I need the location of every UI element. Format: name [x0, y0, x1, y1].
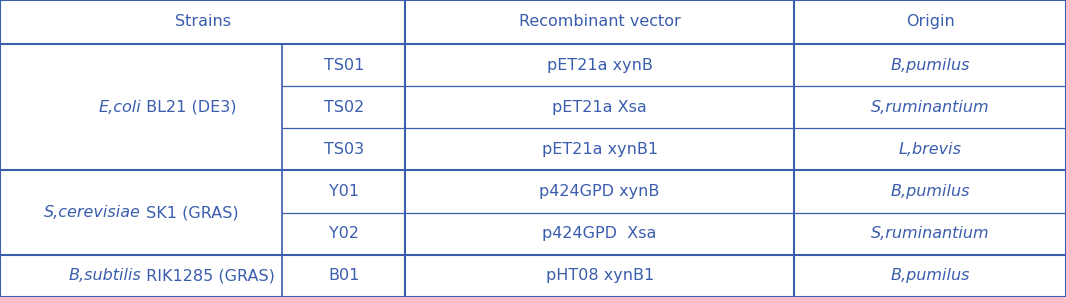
Text: B,subtilis: B,subtilis — [68, 268, 141, 283]
Text: B,pumilus: B,pumilus — [890, 58, 970, 72]
Text: Strains: Strains — [175, 15, 230, 29]
Text: p424GPD  Xsa: p424GPD Xsa — [543, 226, 657, 241]
Text: L,brevis: L,brevis — [899, 142, 962, 157]
Text: S,cerevisiae: S,cerevisiae — [45, 205, 141, 220]
Text: p424GPD xynB: p424GPD xynB — [539, 184, 660, 199]
Text: Recombinant vector: Recombinant vector — [519, 15, 680, 29]
Text: S,ruminantium: S,ruminantium — [871, 226, 989, 241]
Text: TS02: TS02 — [324, 100, 364, 115]
Text: Y02: Y02 — [328, 226, 359, 241]
Text: pET21a Xsa: pET21a Xsa — [552, 100, 647, 115]
Text: E,coli: E,coli — [98, 100, 141, 115]
Text: RIK1285 (GRAS): RIK1285 (GRAS) — [141, 268, 275, 283]
Text: Origin: Origin — [906, 15, 954, 29]
Text: B,pumilus: B,pumilus — [890, 184, 970, 199]
Text: pHT08 xynB1: pHT08 xynB1 — [546, 268, 653, 283]
Text: SK1 (GRAS): SK1 (GRAS) — [141, 205, 239, 220]
Text: B,pumilus: B,pumilus — [890, 268, 970, 283]
Text: B01: B01 — [328, 268, 359, 283]
Text: TS01: TS01 — [324, 58, 364, 72]
Text: S,ruminantium: S,ruminantium — [871, 100, 989, 115]
Text: BL21 (DE3): BL21 (DE3) — [141, 100, 237, 115]
Text: pET21a xynB: pET21a xynB — [547, 58, 652, 72]
Text: pET21a xynB1: pET21a xynB1 — [542, 142, 658, 157]
Text: TS03: TS03 — [324, 142, 364, 157]
Text: Y01: Y01 — [328, 184, 359, 199]
